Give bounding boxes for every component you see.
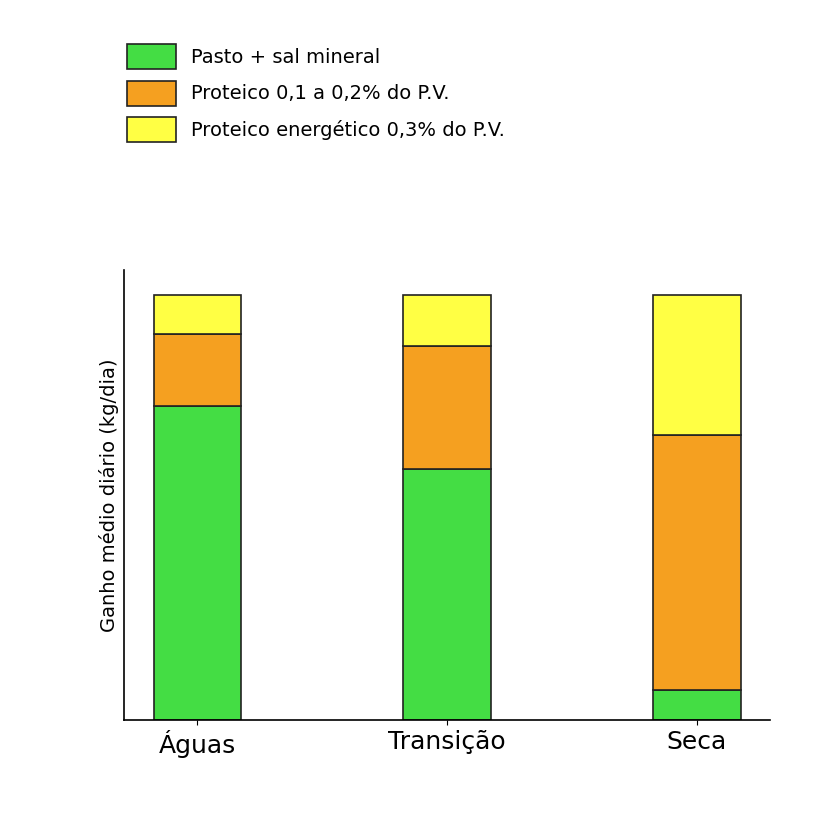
Bar [403,470,490,720]
Bar [653,690,740,720]
Bar [153,295,241,334]
Bar [653,435,740,690]
Y-axis label: Ganho médio diário (kg/dia): Ganho médio diário (kg/dia) [98,358,118,631]
Bar [153,334,241,406]
Legend: Pasto + sal mineral, Proteico 0,1 a 0,2% do P.V., Proteico energético 0,3% do P.: Pasto + sal mineral, Proteico 0,1 a 0,2%… [117,34,514,152]
Bar [153,406,241,720]
Bar [653,295,740,435]
Bar [403,346,490,470]
Bar [403,295,490,346]
